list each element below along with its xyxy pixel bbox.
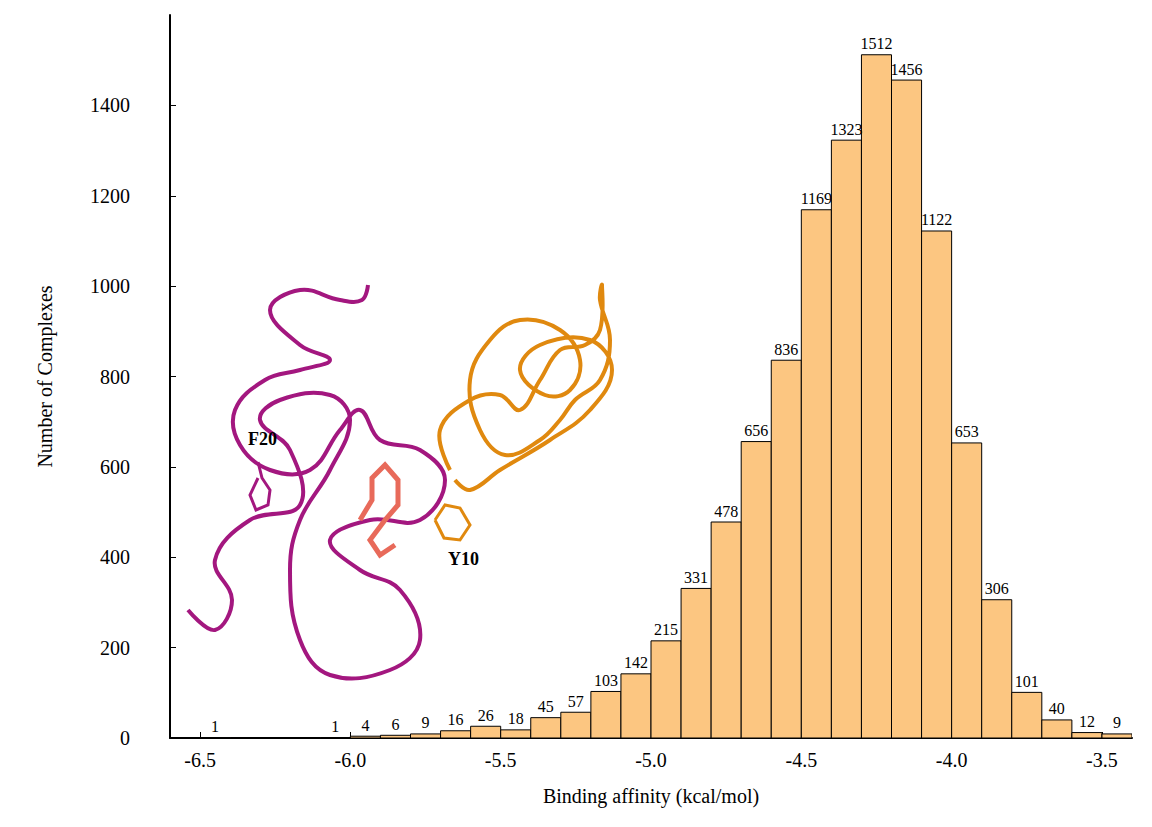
svg-text:653: 653 (955, 423, 979, 440)
svg-text:-4.0: -4.0 (936, 749, 968, 771)
svg-text:9: 9 (1113, 714, 1121, 731)
svg-text:F20: F20 (248, 429, 277, 449)
svg-text:18: 18 (508, 710, 524, 727)
svg-text:16: 16 (448, 711, 464, 728)
svg-text:40: 40 (1049, 700, 1065, 717)
svg-text:142: 142 (624, 654, 648, 671)
svg-text:215: 215 (654, 621, 678, 638)
svg-text:1400: 1400 (90, 94, 130, 116)
svg-text:800: 800 (100, 366, 130, 388)
svg-text:836: 836 (774, 341, 798, 358)
svg-text:4: 4 (361, 717, 369, 734)
svg-text:103: 103 (594, 672, 618, 689)
svg-text:306: 306 (985, 580, 1009, 597)
svg-text:6: 6 (391, 716, 399, 733)
svg-text:-5.5: -5.5 (485, 749, 517, 771)
svg-text:1000: 1000 (90, 275, 130, 297)
svg-text:1512: 1512 (860, 35, 892, 52)
svg-text:26: 26 (478, 707, 494, 724)
svg-text:Y10: Y10 (448, 549, 479, 569)
svg-text:9: 9 (422, 714, 430, 731)
svg-text:Binding affinity (kcal/mol): Binding affinity (kcal/mol) (543, 785, 759, 808)
svg-text:-6.5: -6.5 (184, 749, 216, 771)
svg-text:656: 656 (744, 422, 768, 439)
svg-text:57: 57 (568, 693, 584, 710)
svg-text:1169: 1169 (801, 190, 832, 207)
svg-text:-3.5: -3.5 (1086, 749, 1118, 771)
svg-text:101: 101 (1015, 673, 1039, 690)
svg-text:12: 12 (1079, 713, 1095, 730)
svg-text:1: 1 (331, 718, 339, 735)
svg-text:478: 478 (714, 503, 738, 520)
svg-text:200: 200 (100, 637, 130, 659)
svg-text:1122: 1122 (921, 211, 952, 228)
svg-text:Number of Complexes: Number of Complexes (34, 285, 57, 467)
svg-text:-4.5: -4.5 (785, 749, 817, 771)
svg-text:0: 0 (120, 727, 130, 749)
svg-text:1323: 1323 (830, 121, 862, 138)
svg-text:45: 45 (538, 698, 554, 715)
svg-text:400: 400 (100, 546, 130, 568)
svg-text:-6.0: -6.0 (335, 749, 367, 771)
svg-text:600: 600 (100, 456, 130, 478)
svg-text:1200: 1200 (90, 185, 130, 207)
svg-text:1: 1 (211, 718, 219, 735)
svg-text:1456: 1456 (891, 61, 923, 78)
svg-text:-5.0: -5.0 (635, 749, 667, 771)
svg-text:331: 331 (684, 569, 708, 586)
